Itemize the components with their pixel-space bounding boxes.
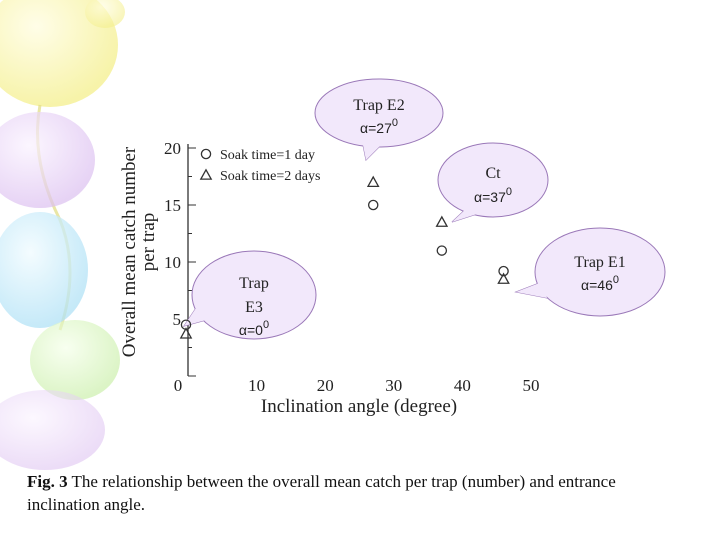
callout-label: Trap E2 bbox=[353, 97, 404, 114]
callout-angle-superscript: 0 bbox=[613, 274, 619, 286]
x-tick-label: 10 bbox=[248, 376, 265, 395]
callout-label: Ct bbox=[485, 165, 501, 182]
balloon-blue bbox=[0, 212, 88, 328]
y-tick-label: 15 bbox=[164, 196, 181, 215]
callout-angle-superscript: 0 bbox=[506, 186, 512, 198]
callout-angle: α=370 bbox=[474, 186, 512, 205]
callout-e3: Trap E3 α=00 bbox=[182, 250, 317, 340]
point-soak-1-day bbox=[436, 245, 448, 256]
callout-angle-superscript: 0 bbox=[392, 117, 398, 129]
callout-e2: Trap E2 α=270 bbox=[314, 78, 444, 162]
callout-bubble bbox=[534, 227, 666, 317]
caption-text: The relationship between the overall mea… bbox=[27, 472, 616, 514]
axes: 5 10 15 20 0 10 20 30 40 50 Inclination angle (deg… bbox=[119, 139, 540, 417]
point-soak-2-days bbox=[179, 327, 193, 339]
x-tick-label: 30 bbox=[385, 376, 402, 395]
callout-bubble bbox=[437, 142, 549, 218]
data-marks bbox=[179, 175, 510, 339]
balloon-purple bbox=[0, 112, 95, 208]
callout-pointer-fill bbox=[184, 305, 206, 326]
caption-label: Fig. 3 bbox=[27, 472, 68, 491]
callout-pointer-fill bbox=[452, 207, 480, 222]
point-soak-2-days bbox=[435, 215, 449, 227]
callouts: Trap E2 α=270 Ct α=370 Trap E1 α=460 Trap E3 α=0… bbox=[182, 78, 666, 340]
point-soak-1-day bbox=[498, 265, 509, 277]
callout-label: Trap bbox=[239, 275, 269, 292]
point-soak-2-days bbox=[366, 175, 380, 188]
callout-angle: α=00 bbox=[239, 319, 269, 338]
callout-label: Trap E1 bbox=[574, 254, 625, 271]
figure-caption: Fig. 3 The relationship between the over… bbox=[27, 470, 677, 516]
callout-angle: α=270 bbox=[360, 117, 398, 136]
balloon-green bbox=[30, 320, 120, 400]
callout-e1: Trap E1 α=460 bbox=[514, 227, 666, 317]
y-axis-title: Overall mean catch number bbox=[119, 146, 140, 357]
balloon-yellow-small bbox=[85, 0, 125, 28]
x-tick-label: 40 bbox=[454, 376, 471, 395]
callout-angle: α=460 bbox=[581, 274, 619, 293]
x-axis-title: Inclination angle (degree) bbox=[261, 396, 457, 417]
legend-marker bbox=[200, 148, 212, 160]
point-soak-1-day bbox=[367, 199, 379, 211]
y-tick-label: 10 bbox=[164, 253, 181, 272]
legend-label: Soak time=1 day bbox=[220, 148, 315, 163]
legend-marker bbox=[199, 168, 213, 180]
callout-pointer-fill bbox=[516, 282, 547, 298]
legend-label: Soak time=2 days bbox=[220, 169, 320, 184]
y-tick-label: 5 bbox=[173, 310, 182, 329]
callout-pointer-fill bbox=[362, 140, 384, 160]
callout-label: E3 bbox=[245, 299, 263, 316]
y-tick-label: 20 bbox=[164, 139, 181, 158]
callout-bubble bbox=[191, 250, 317, 340]
x-tick-label: 20 bbox=[317, 376, 334, 395]
callout-angle-superscript: 0 bbox=[263, 319, 269, 331]
callout-ct: Ct α=370 bbox=[437, 142, 549, 223]
balloon-yellow bbox=[0, 0, 118, 107]
y-axis-title-line2: per trap bbox=[138, 213, 159, 272]
legend: Soak time=1 day Soak time=2 days bbox=[199, 148, 320, 184]
x-tick-label: 50 bbox=[523, 376, 540, 395]
point-soak-2-days bbox=[497, 272, 510, 284]
balloon-purple-2 bbox=[0, 390, 105, 470]
x-tick-label: 0 bbox=[174, 376, 183, 395]
